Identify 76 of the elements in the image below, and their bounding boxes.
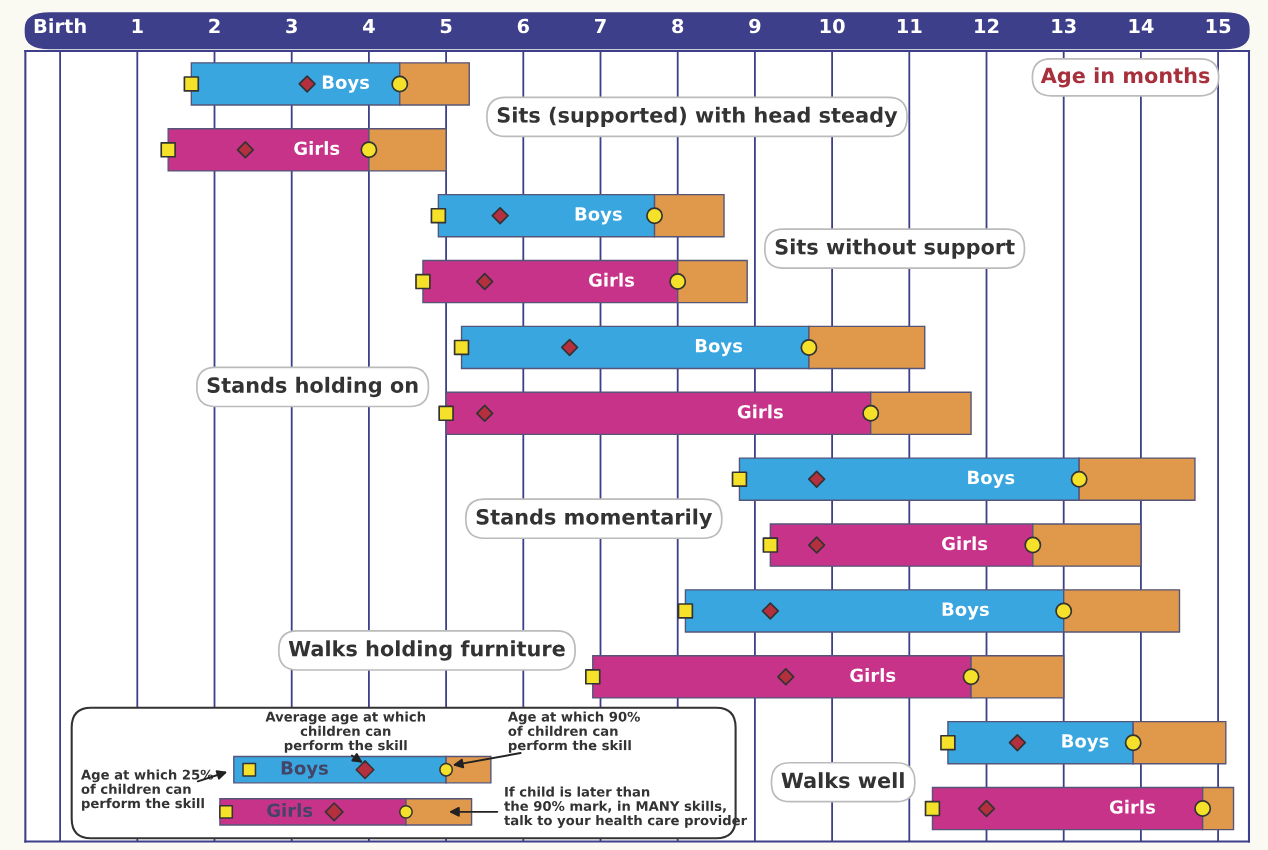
x-tick-label: Birth	[34, 18, 86, 34]
data-label: Boys	[1062, 734, 1109, 752]
annotation: Sits without support	[775, 238, 1015, 259]
point	[430, 207, 447, 224]
data-label: Girls	[1109, 799, 1155, 814]
point	[777, 668, 795, 686]
data-label: Girls	[737, 404, 783, 419]
x-tick-label: 3	[286, 18, 297, 34]
x-tick-label: 8	[672, 18, 684, 34]
point	[476, 272, 494, 291]
point	[360, 141, 378, 159]
point	[298, 75, 316, 93]
point	[183, 76, 200, 92]
point	[391, 75, 409, 93]
x-tick-label: 6	[517, 18, 530, 34]
x-tick-label: 15	[1206, 18, 1231, 34]
point	[646, 207, 664, 225]
point	[962, 668, 980, 686]
annotation: Walks well	[781, 772, 904, 789]
data-label: Boys	[322, 75, 370, 93]
point	[800, 338, 818, 356]
x-tick-label: 10	[820, 18, 845, 34]
annotation: Age at which 25% of children can perform the skill	[81, 769, 214, 811]
point	[731, 471, 748, 487]
data-label: Boys	[968, 470, 1015, 488]
annotation: Walks holding furniture	[288, 640, 565, 661]
point	[940, 734, 956, 751]
x-tick-label: 5	[440, 18, 452, 34]
point	[438, 405, 454, 422]
annotation: Average age at which children can perform the skill	[265, 711, 426, 753]
point	[476, 404, 494, 423]
data-label: Girls	[588, 272, 635, 287]
point	[236, 141, 255, 159]
point	[453, 339, 470, 356]
x-tick-label: 14	[1129, 18, 1154, 34]
annotation: Stands holding on	[207, 376, 418, 398]
point	[807, 536, 826, 554]
point	[862, 404, 880, 422]
x-tick-label: 4	[363, 18, 375, 34]
data-label: Girls	[294, 141, 340, 156]
x-axis-title: Age in months	[1040, 67, 1210, 88]
point	[1070, 470, 1088, 488]
point	[677, 603, 694, 619]
point	[924, 800, 941, 817]
point	[977, 799, 996, 818]
x-tick-label: 1	[132, 18, 143, 34]
text: Boys	[281, 761, 328, 779]
point	[560, 338, 579, 357]
x-tick-label: 13	[1052, 18, 1076, 34]
point	[160, 142, 176, 158]
annotation: Age at which 90% of children can perform the skill	[507, 711, 640, 753]
data-label: Girls	[850, 668, 896, 683]
x-tick-label: 12	[975, 18, 999, 34]
point	[1055, 602, 1073, 620]
point	[585, 669, 601, 685]
point	[415, 273, 431, 290]
point	[761, 602, 780, 620]
point	[807, 470, 826, 488]
data-label: Boys	[942, 602, 989, 620]
x-tick-label: 7	[595, 18, 606, 34]
data-label: Boys	[575, 207, 622, 225]
annotation: Stands momentarily	[476, 508, 713, 529]
x-tick-label: 11	[897, 18, 922, 34]
annotation: Sits (supported) with head steady	[497, 106, 898, 128]
x-tick-label: 9	[749, 18, 761, 34]
text: Girls	[267, 803, 313, 818]
point	[1024, 536, 1042, 554]
data-label: Girls	[942, 536, 988, 551]
x-tick-label: 2	[209, 18, 220, 34]
point	[1008, 733, 1027, 752]
point	[669, 273, 687, 291]
point	[1124, 734, 1142, 752]
point	[491, 206, 509, 225]
data-label: Boys	[695, 339, 743, 357]
point	[762, 537, 779, 553]
point	[1194, 800, 1212, 818]
